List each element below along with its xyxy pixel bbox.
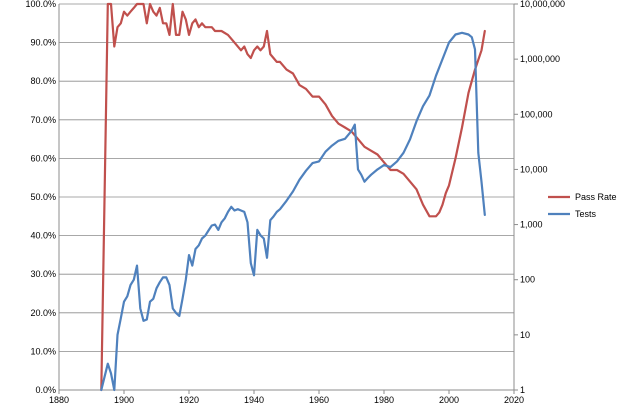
x-tick-label-2000: 2000 xyxy=(439,395,459,405)
series-line-tests xyxy=(100,31,486,392)
left-y-tick-label-9: 90.0% xyxy=(30,38,56,48)
left-y-tick-label-2: 20.0% xyxy=(30,308,56,318)
left-y-tick-label-10: 100.0% xyxy=(25,0,56,9)
left-y-tick-label-7: 70.0% xyxy=(30,115,56,125)
x-tick-label-1880: 1880 xyxy=(49,395,69,405)
right-y-tick-label-4: 10,000 xyxy=(520,164,548,174)
right-y-tick-label-7: 10,000,000 xyxy=(520,0,565,9)
axes xyxy=(58,3,518,394)
legend: Pass Rate Tests xyxy=(548,192,617,219)
x-tick-label-1980: 1980 xyxy=(374,395,394,405)
x-axis-tick-labels: 1880 1900 1920 1940 1960 1980 2000 2020 xyxy=(49,395,524,405)
left-y-axis-tick-labels: 0.0% 10.0% 20.0% 30.0% 40.0% 50.0% 60.0% 70.0% 8… xyxy=(25,0,56,395)
series-lines xyxy=(100,2,486,392)
right-y-tick-label-3: 1,000 xyxy=(520,220,543,230)
right-y-axis-tick-labels: 1 10 100 1,000 10,000 100,000 1,000,000 10,000,… xyxy=(520,0,565,395)
x-tick-label-1940: 1940 xyxy=(244,395,264,405)
right-y-tick-label-6: 1,000,000 xyxy=(520,54,560,64)
right-y-tick-label-1: 10 xyxy=(520,330,530,340)
right-y-tick-label-0: 1 xyxy=(520,385,525,395)
x-tick-label-2020: 2020 xyxy=(504,395,524,405)
gridlines xyxy=(59,3,514,391)
x-tick-label-1920: 1920 xyxy=(179,395,199,405)
right-y-tick-label-2: 100 xyxy=(520,275,535,285)
left-y-tick-label-6: 60.0% xyxy=(30,153,56,163)
right-y-tick-label-5: 100,000 xyxy=(520,109,553,119)
series-line-pass-rate xyxy=(100,2,486,392)
x-tick-label-1960: 1960 xyxy=(309,395,329,405)
left-y-tick-label-0: 0.0% xyxy=(35,385,56,395)
left-y-tick-label-3: 30.0% xyxy=(30,269,56,279)
left-y-tick-label-8: 80.0% xyxy=(30,76,56,86)
left-y-tick-label-4: 40.0% xyxy=(30,231,56,241)
left-y-tick-label-1: 10.0% xyxy=(30,346,56,356)
legend-label-pass-rate: Pass Rate xyxy=(575,192,617,202)
left-y-tick-label-5: 50.0% xyxy=(30,192,56,202)
legend-label-tests: Tests xyxy=(575,209,597,219)
x-tick-label-1900: 1900 xyxy=(114,395,134,405)
